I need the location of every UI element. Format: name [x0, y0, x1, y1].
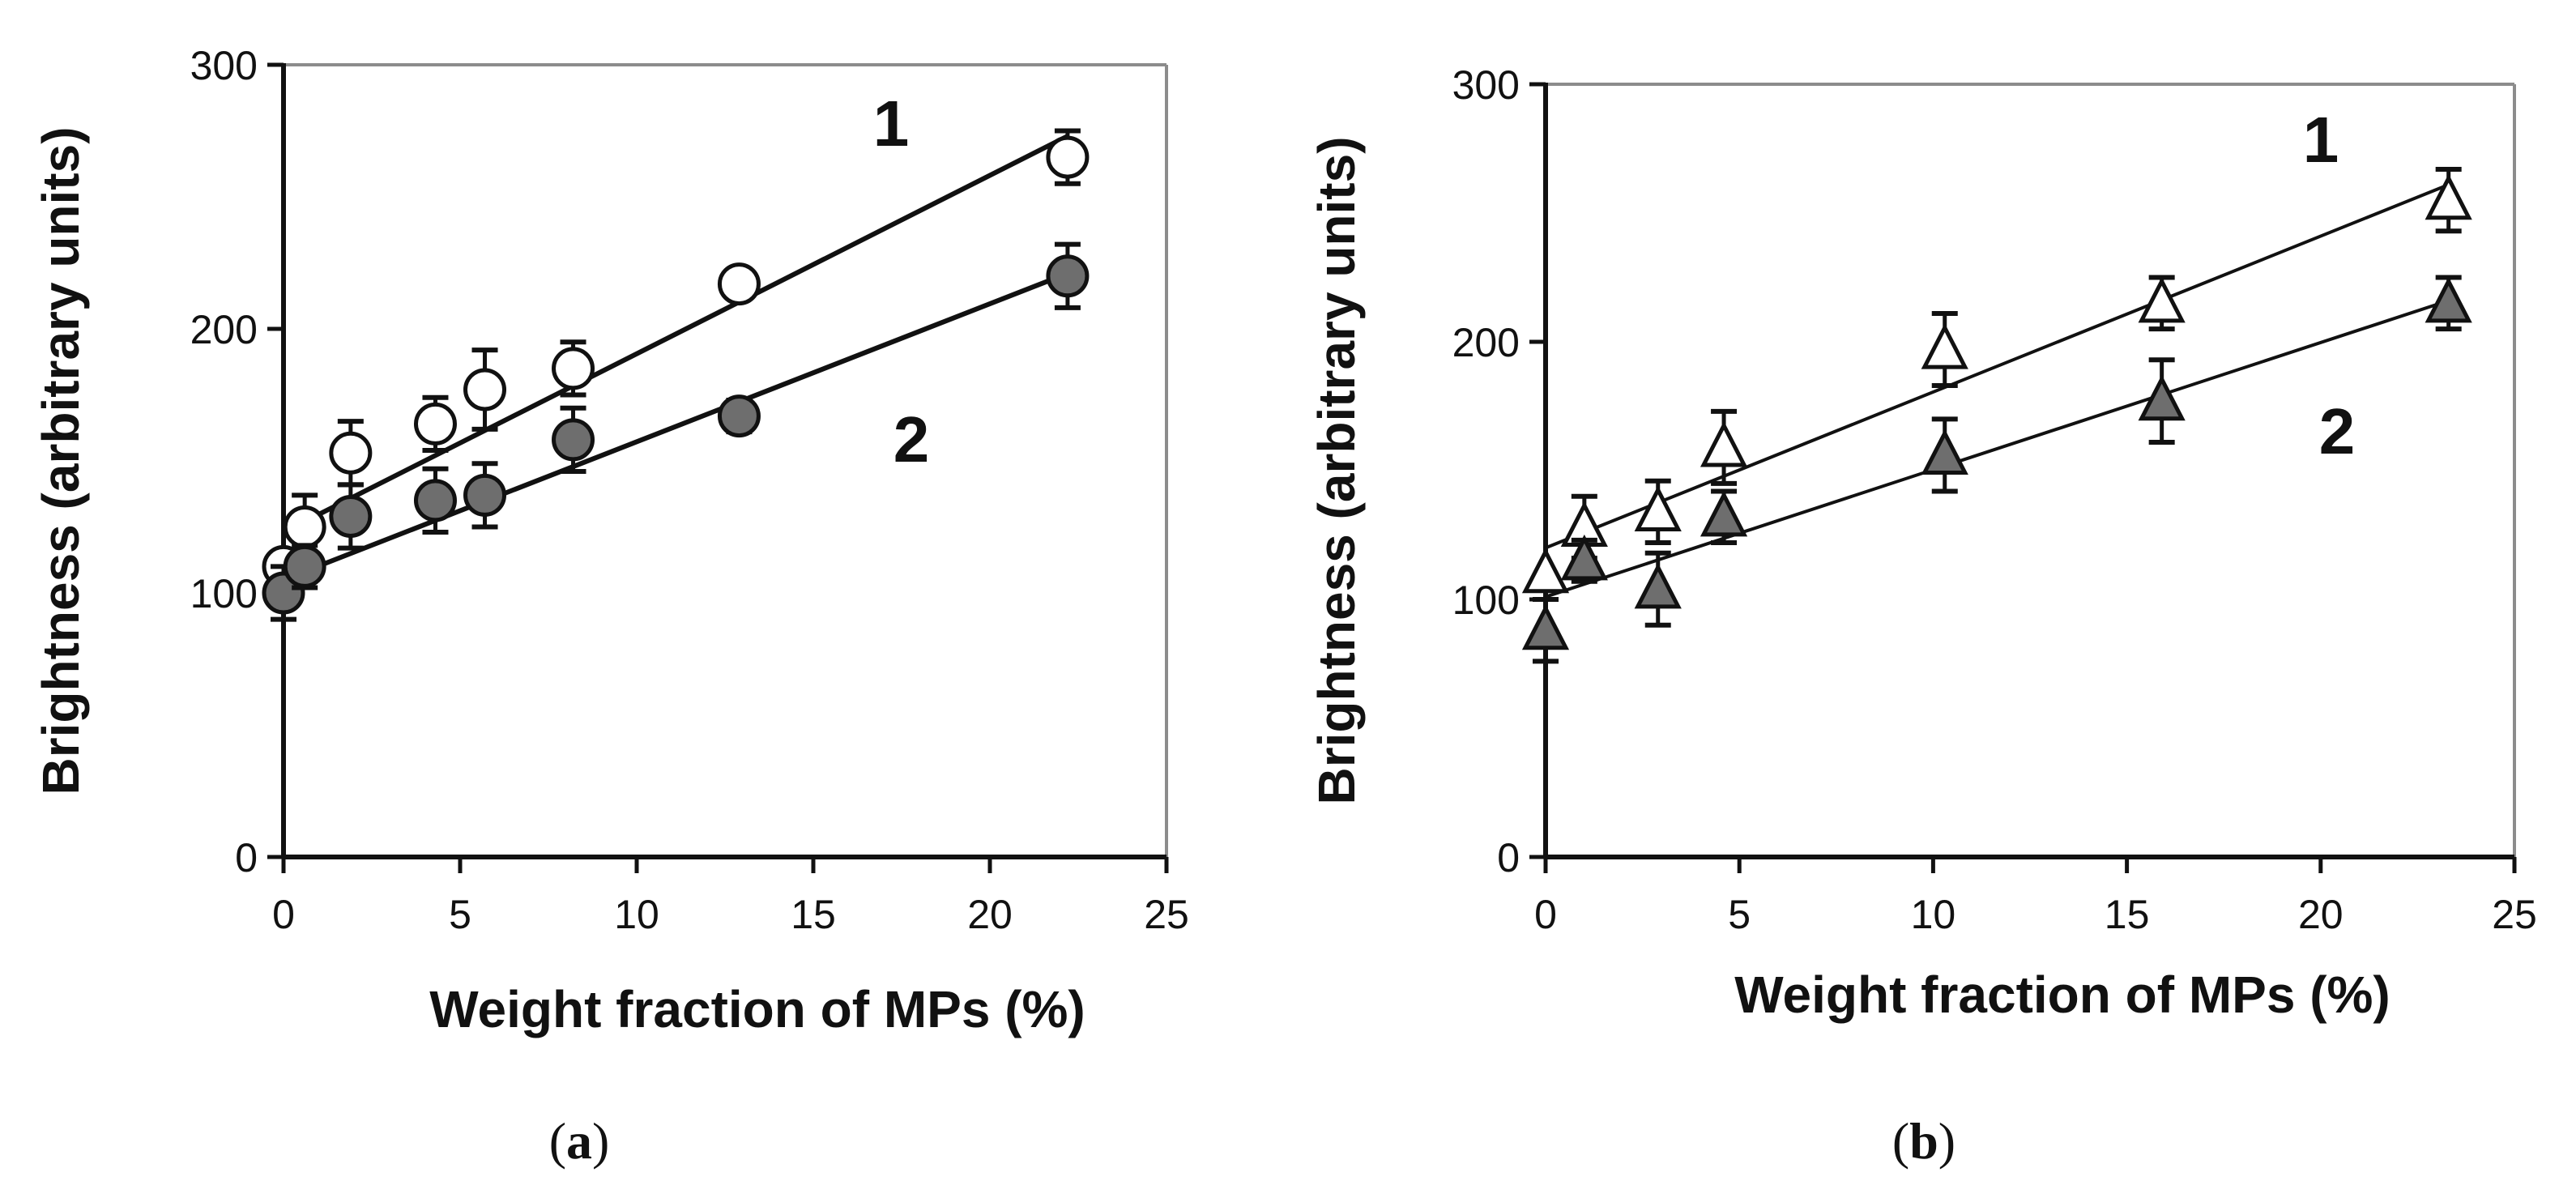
y-tick-label: 100 — [190, 571, 258, 616]
series-1-point — [552, 347, 595, 390]
series-1-point — [2425, 173, 2472, 220]
x-tick-label: 20 — [2298, 892, 2344, 937]
caption-paren-close: ) — [1938, 1112, 1955, 1170]
series-2-point — [329, 494, 373, 538]
series-2-point — [1921, 428, 1968, 475]
series-1-point — [1700, 420, 1748, 467]
series-2-point — [1700, 490, 1748, 537]
caption-paren-close: ) — [592, 1112, 609, 1170]
x-tick-label: 15 — [791, 892, 836, 937]
series-2-point — [552, 418, 595, 462]
series-1-point — [1521, 547, 1570, 594]
panel-a-chart: 0 100 200 300 0 5 10 15 20 25 Brightness (arbitrar… — [32, 43, 1189, 1170]
panel-caption: (a) — [549, 1112, 610, 1170]
y-axis-title: Brightness (arbitrary units) — [32, 126, 90, 795]
x-axis-title: Weight fraction of MPs (%) — [429, 980, 1085, 1038]
caption-letter: b — [1909, 1112, 1938, 1170]
x-tick-label: 10 — [614, 892, 659, 937]
caption-letter: a — [566, 1112, 592, 1170]
series-2-point — [1046, 254, 1090, 298]
panel-caption: (b) — [1892, 1112, 1955, 1170]
caption-paren-open: ( — [1892, 1112, 1909, 1170]
x-tick-label: 25 — [1144, 892, 1189, 937]
x-tick-label: 0 — [1534, 892, 1557, 937]
x-tick-label: 20 — [967, 892, 1013, 937]
series-2-fit-line — [1545, 299, 2450, 599]
series-1-point — [2138, 276, 2186, 323]
series-2-point — [2425, 276, 2472, 323]
series-2-point — [413, 479, 457, 522]
caption-paren-open: ( — [549, 1112, 566, 1170]
x-tick-label: 5 — [449, 892, 471, 937]
series-2-point — [1560, 534, 1608, 581]
series-1-point — [329, 431, 373, 475]
y-axis-title: Brightness (arbitrary units) — [1307, 136, 1366, 804]
series-1-point — [717, 262, 761, 306]
x-tick-label: 5 — [1728, 892, 1751, 937]
y-tick-label: 200 — [190, 307, 258, 352]
series-2-fit-line — [282, 271, 1069, 582]
series-label-2: 2 — [893, 403, 930, 475]
series-label-2: 2 — [2319, 395, 2356, 467]
series-2-point — [717, 394, 761, 438]
y-tick-label: 300 — [190, 43, 258, 88]
series-1-point — [1634, 485, 1682, 531]
x-axis-title: Weight fraction of MPs (%) — [1734, 966, 2390, 1024]
series-1-point — [463, 368, 507, 411]
series-1-point — [283, 505, 326, 548]
series-2-point — [2138, 374, 2186, 421]
y-tick-label: 100 — [1452, 578, 1520, 623]
series-1-fit-line — [1545, 183, 2450, 550]
series-1-fit-line — [282, 134, 1069, 535]
y-tick-label: 300 — [1452, 62, 1520, 108]
series-label-1: 1 — [873, 87, 910, 160]
y-tick-label: 200 — [1452, 320, 1520, 365]
series-2-point — [1521, 603, 1570, 650]
y-tick-label: 0 — [235, 835, 258, 880]
series-1-point — [413, 402, 457, 446]
x-tick-label: 25 — [2492, 892, 2537, 937]
x-tick-label: 0 — [272, 892, 295, 937]
series-1-point — [1921, 323, 1968, 369]
series-2-point — [283, 544, 326, 588]
panel-b-chart: 0 100 200 300 0 5 10 15 20 25 Brightness (arbitrar… — [1307, 62, 2537, 1170]
series-2-point — [1634, 562, 1682, 609]
x-tick-label: 15 — [2105, 892, 2150, 937]
y-tick-label: 0 — [1497, 835, 1520, 880]
series-2-point — [463, 473, 507, 517]
series-1-point — [1046, 135, 1090, 179]
series-label-1: 1 — [2303, 104, 2339, 176]
x-tick-label: 10 — [1911, 892, 1956, 937]
